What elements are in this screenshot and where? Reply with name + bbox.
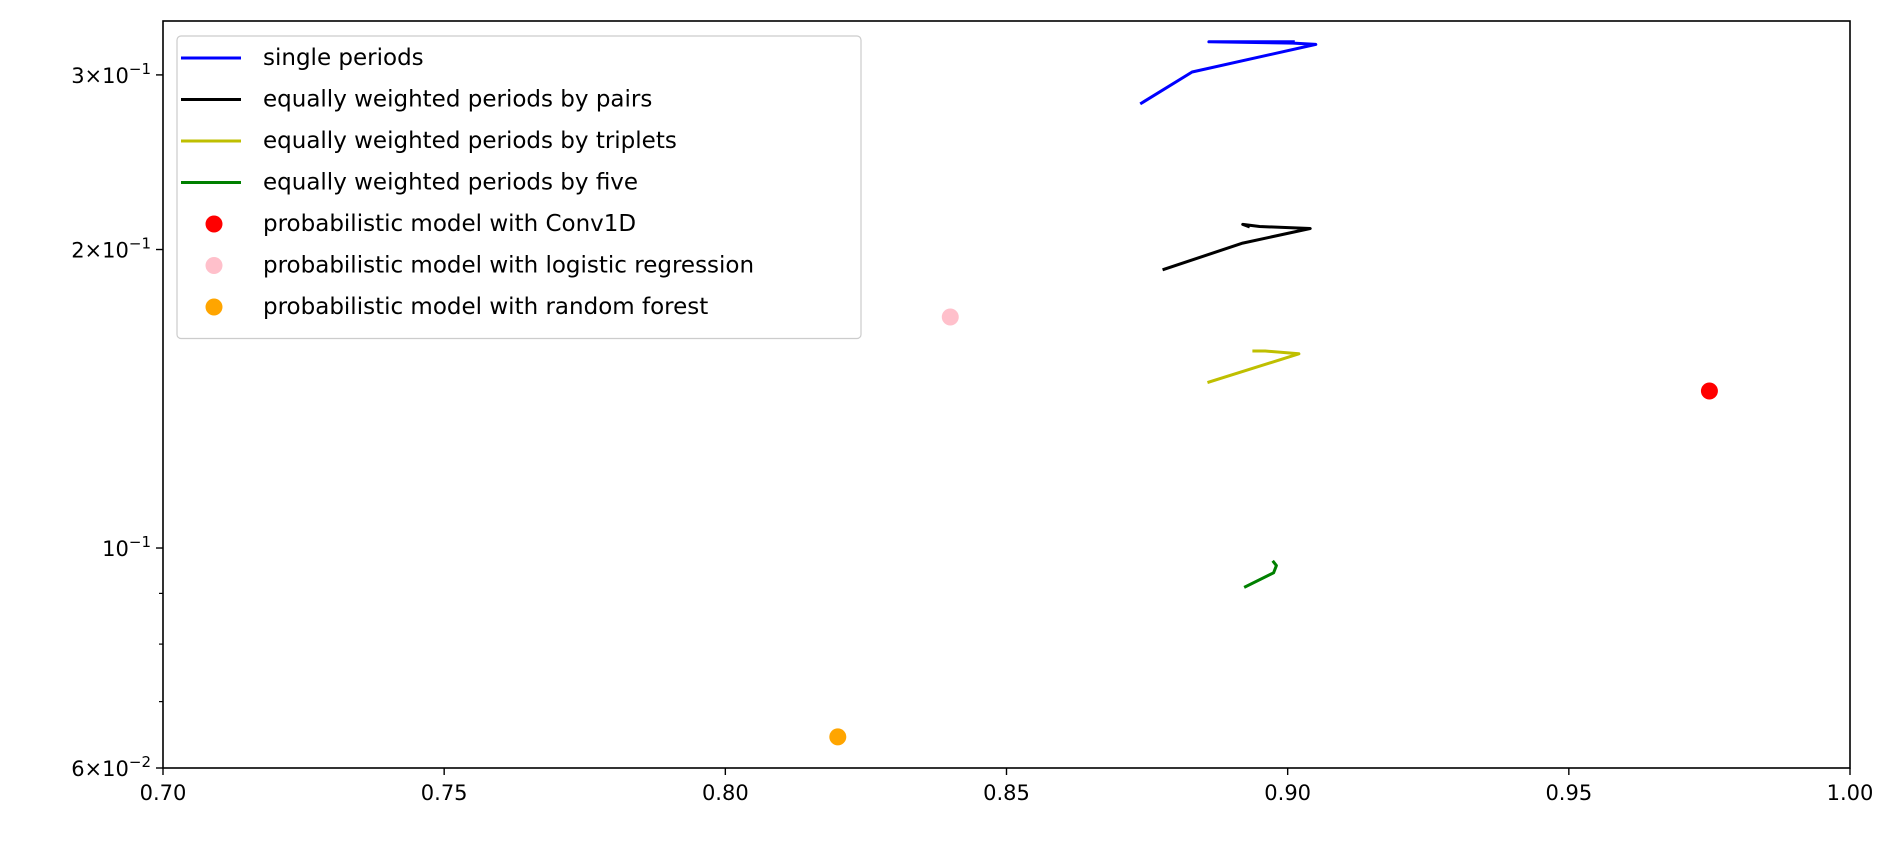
legend-label: single periods: [263, 45, 424, 71]
legend-swatch: [205, 298, 223, 316]
x-tick-label: 0.75: [421, 781, 468, 805]
series-line: [1139, 40, 1318, 106]
x-tick-label: 0.95: [1545, 781, 1592, 805]
y-axis: 6×10−2 10−1 2×10−1 3×10−1: [71, 60, 163, 781]
x-tick-label: 0.80: [702, 781, 749, 805]
scatter-point: [829, 728, 847, 746]
x-tick-label: 0.90: [1264, 781, 1311, 805]
legend-box: [176, 35, 862, 340]
legend-swatch: [205, 215, 223, 233]
scatter-point: [1700, 382, 1718, 400]
legend-label: equally weighted periods by triplets: [263, 128, 677, 154]
legend: single periods equally weighted periods b…: [176, 35, 862, 340]
series-line: [1162, 222, 1312, 272]
x-tick-label: 0.70: [140, 781, 187, 805]
x-tick-label: 1.00: [1827, 781, 1874, 805]
legend-label: probabilistic model with logistic regres…: [263, 253, 754, 279]
x-axis: 0.70 0.75 0.80 0.85 0.90 0.95 1.00: [140, 768, 1874, 805]
legend-swatch: [205, 257, 223, 274]
legend-label: equally weighted periods by five: [263, 170, 638, 196]
scatter-point: [941, 308, 959, 326]
series-line: [1207, 349, 1301, 384]
y-tick-label: 3×10−1: [71, 60, 151, 88]
plot-area: [829, 40, 1718, 746]
legend-label: probabilistic model with Conv1D: [263, 211, 636, 237]
series-line: [1243, 559, 1278, 589]
legend-label: equally weighted periods by pairs: [263, 87, 652, 113]
y-tick-label: 2×10−1: [71, 235, 151, 263]
y-tick-label: 6×10−2: [71, 753, 151, 781]
x-tick-label: 0.85: [983, 781, 1030, 805]
legend-label: probabilistic model with random forest: [263, 294, 708, 320]
y-tick-label: 10−1: [102, 533, 151, 561]
